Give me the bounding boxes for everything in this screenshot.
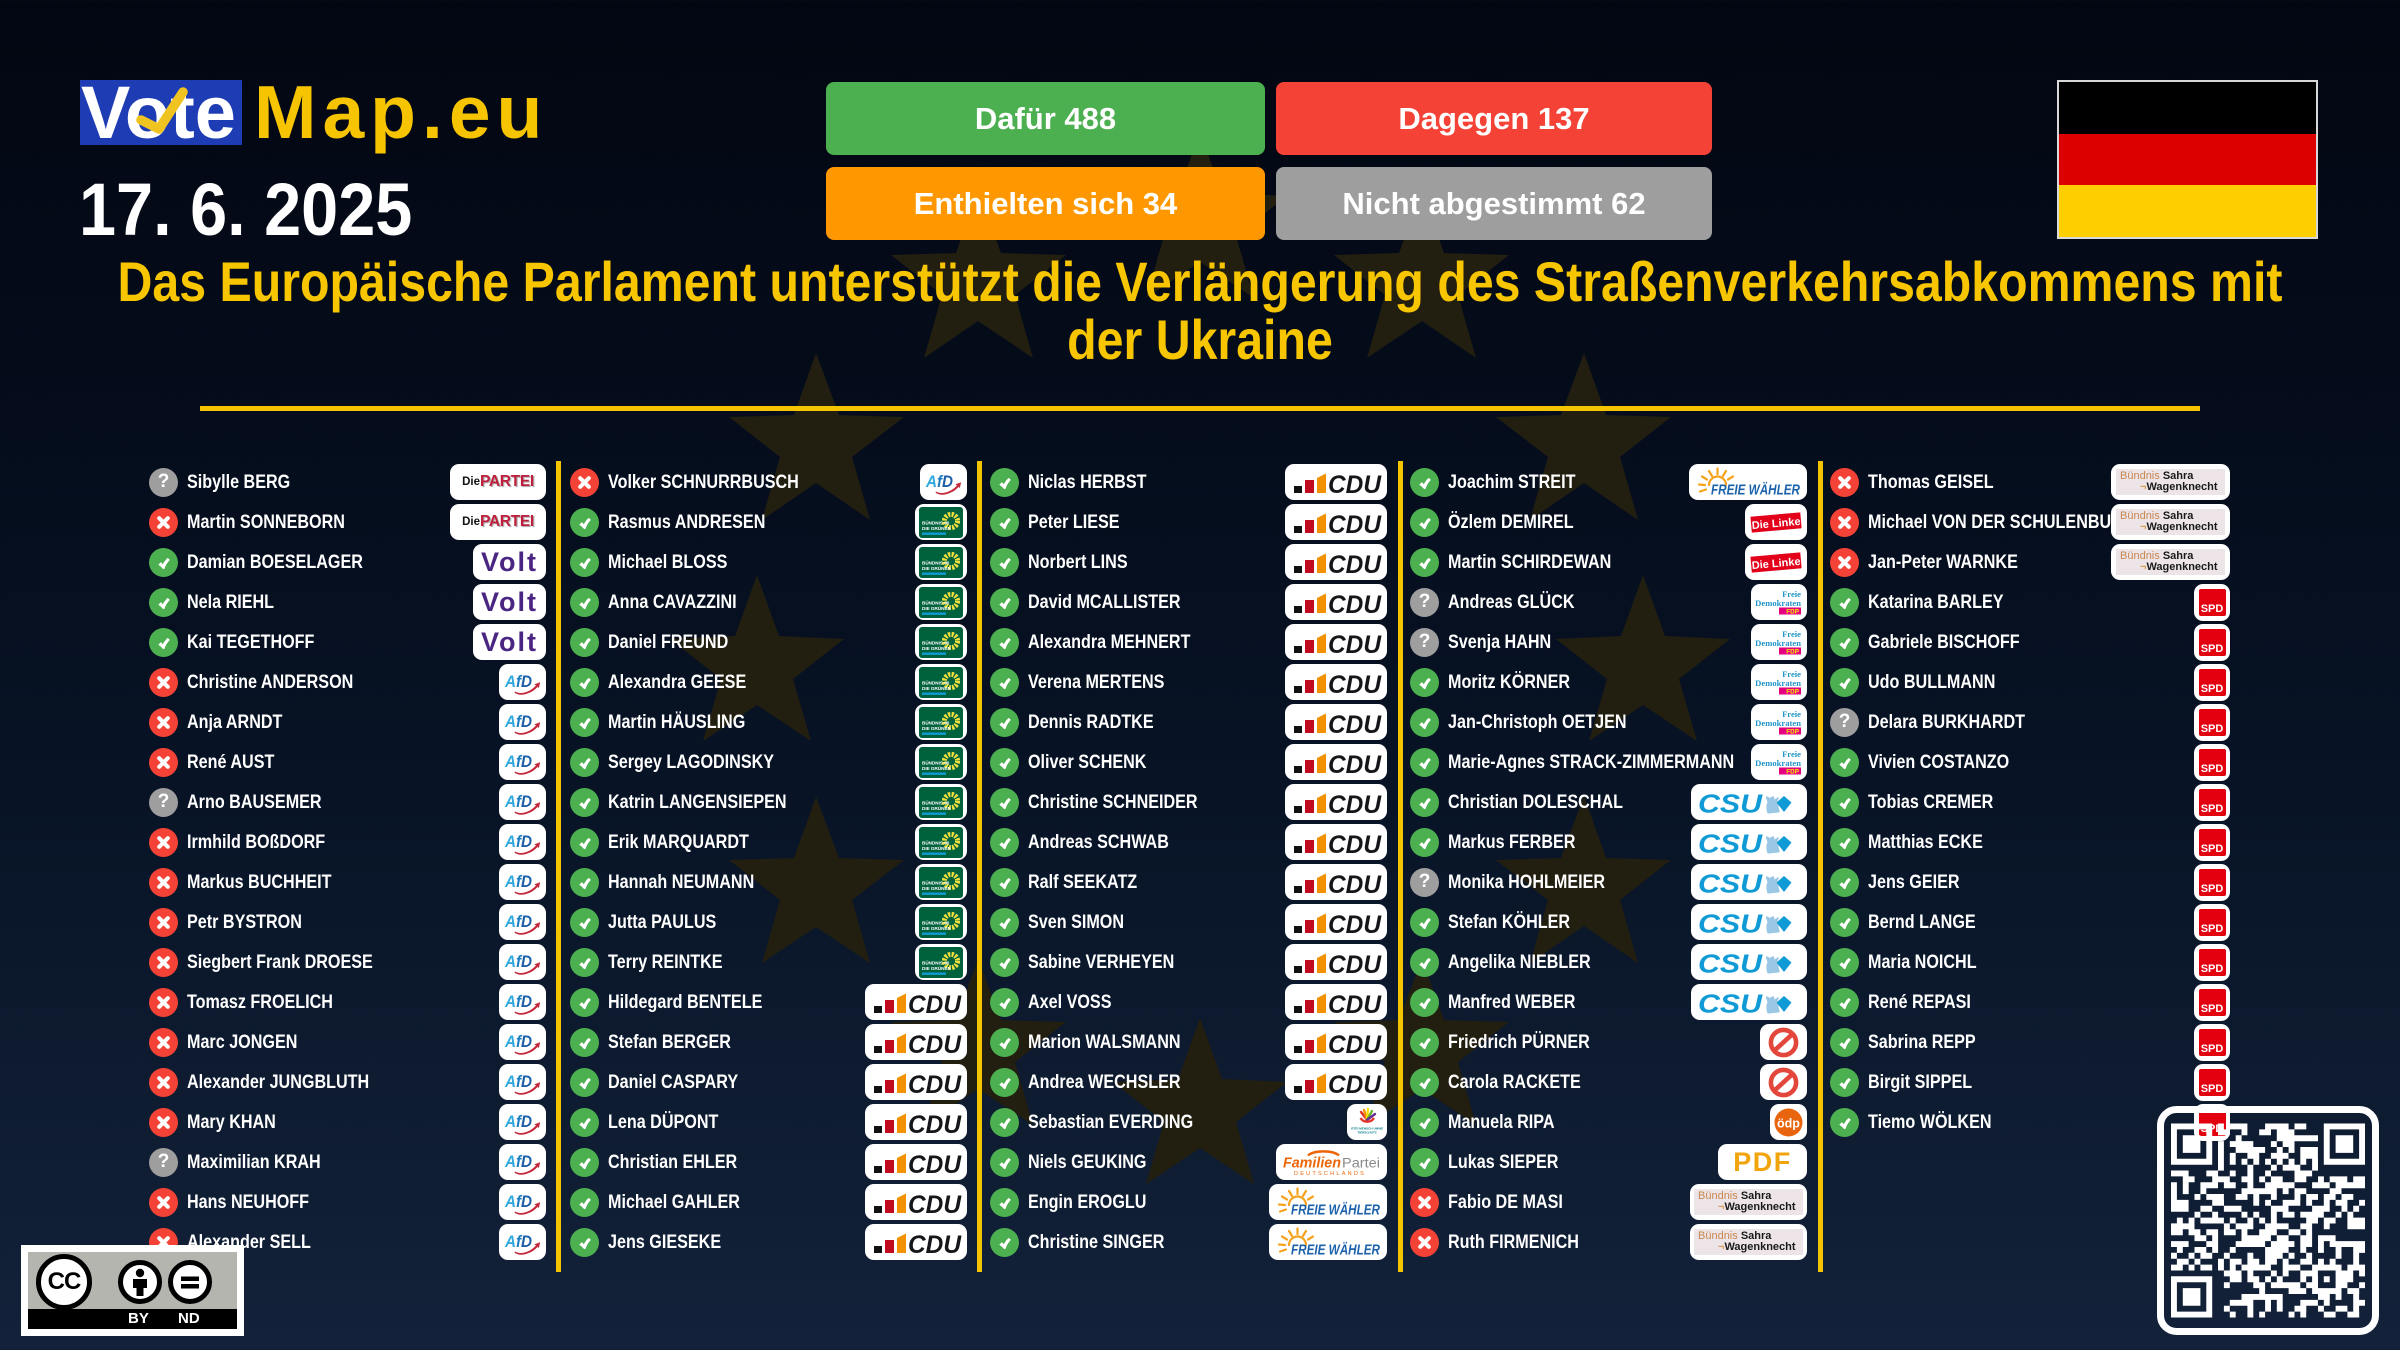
svg-text:DIE GRÜNEN: DIE GRÜNEN xyxy=(922,965,952,971)
svg-text:CDU: CDU xyxy=(908,1111,962,1138)
svg-text:Die Linke: Die Linke xyxy=(1751,556,1801,572)
svg-text:CDU: CDU xyxy=(1328,1031,1382,1058)
svg-text:CDU: CDU xyxy=(1328,991,1382,1018)
svg-text:BÜNDNIS 90: BÜNDNIS 90 xyxy=(922,759,950,765)
svg-text:CSU: CSU xyxy=(1698,869,1763,899)
svg-text:Demokraten: Demokraten xyxy=(1755,598,1801,608)
svg-text:Familien: Familien xyxy=(1283,1155,1341,1172)
svg-text:AfD: AfD xyxy=(504,1033,532,1051)
svg-text:FDP: FDP xyxy=(1786,729,1800,736)
svg-text:AfD: AfD xyxy=(504,1113,532,1131)
svg-text:CDU: CDU xyxy=(908,1191,962,1218)
svg-text:BÜNDNIS 90: BÜNDNIS 90 xyxy=(922,519,950,525)
svg-text:CDU: CDU xyxy=(1328,751,1382,778)
svg-text:CSU: CSU xyxy=(1698,949,1763,979)
svg-text:DIE GRÜNEN: DIE GRÜNEN xyxy=(922,565,952,571)
svg-text:CSU: CSU xyxy=(1698,829,1763,859)
svg-text:AfD: AfD xyxy=(504,873,532,891)
svg-text:Demokraten: Demokraten xyxy=(1755,678,1801,688)
svg-text:Freie: Freie xyxy=(1782,629,1801,639)
svg-text:CSU: CSU xyxy=(1698,909,1763,939)
svg-text:DIE GRÜNEN: DIE GRÜNEN xyxy=(922,885,952,891)
svg-text:AfD: AfD xyxy=(504,833,532,851)
svg-text:CDU: CDU xyxy=(1328,831,1382,858)
svg-text:Freie: Freie xyxy=(1782,589,1801,599)
svg-text:AfD: AfD xyxy=(504,993,532,1011)
svg-text:CDU: CDU xyxy=(1328,711,1382,738)
svg-text:Demokraten: Demokraten xyxy=(1755,758,1801,768)
svg-text:CDU: CDU xyxy=(1328,951,1382,978)
svg-text:AfD: AfD xyxy=(504,913,532,931)
svg-text:CDU: CDU xyxy=(1328,511,1382,538)
svg-text:CDU: CDU xyxy=(908,1071,962,1098)
svg-text:BÜNDNIS 90: BÜNDNIS 90 xyxy=(922,559,950,565)
svg-text:CDU: CDU xyxy=(1328,551,1382,578)
svg-text:AfD: AfD xyxy=(504,673,532,691)
svg-text:DIE GRÜNEN: DIE GRÜNEN xyxy=(922,645,952,651)
svg-text:CSU: CSU xyxy=(1698,789,1763,819)
svg-text:AfD: AfD xyxy=(504,793,532,811)
svg-text:CDU: CDU xyxy=(1328,591,1382,618)
svg-text:FDP: FDP xyxy=(1786,689,1800,696)
svg-text:CDU: CDU xyxy=(1328,631,1382,658)
svg-text:AfD: AfD xyxy=(504,1073,532,1091)
svg-text:DIE GRÜNEN: DIE GRÜNEN xyxy=(922,525,952,531)
svg-text:TIERSCHUTZ: TIERSCHUTZ xyxy=(1357,1131,1377,1135)
svg-text:BÜNDNIS 90: BÜNDNIS 90 xyxy=(922,599,950,605)
svg-text:AfD: AfD xyxy=(504,1193,532,1211)
svg-text:DIE GRÜNEN: DIE GRÜNEN xyxy=(922,845,952,851)
svg-text:FREIE WÄHLER: FREIE WÄHLER xyxy=(1291,1242,1380,1259)
svg-text:BÜNDNIS 90: BÜNDNIS 90 xyxy=(922,639,950,645)
svg-text:Freie: Freie xyxy=(1782,709,1801,719)
svg-text:CDU: CDU xyxy=(908,1231,962,1258)
svg-text:PARTEI MENSCH UMWELT: PARTEI MENSCH UMWELT xyxy=(1351,1127,1383,1131)
svg-text:DEUTSCHLANDS: DEUTSCHLANDS xyxy=(1294,1171,1366,1177)
svg-text:FREIE WÄHLER: FREIE WÄHLER xyxy=(1711,482,1800,499)
svg-text:Partei: Partei xyxy=(1342,1156,1380,1171)
svg-text:CDU: CDU xyxy=(1328,911,1382,938)
svg-text:FDP: FDP xyxy=(1786,609,1800,616)
svg-text:BÜNDNIS 90: BÜNDNIS 90 xyxy=(922,839,950,845)
svg-text:DIE GRÜNEN: DIE GRÜNEN xyxy=(922,685,952,691)
svg-text:BÜNDNIS 90: BÜNDNIS 90 xyxy=(922,679,950,685)
svg-text:DIE GRÜNEN: DIE GRÜNEN xyxy=(922,605,952,611)
svg-text:FREIE WÄHLER: FREIE WÄHLER xyxy=(1291,1202,1380,1219)
svg-text:Die Linke: Die Linke xyxy=(1751,516,1801,532)
svg-text:DIE GRÜNEN: DIE GRÜNEN xyxy=(922,725,952,731)
svg-text:Freie: Freie xyxy=(1782,669,1801,679)
svg-text:BÜNDNIS 90: BÜNDNIS 90 xyxy=(922,959,950,965)
svg-text:CDU: CDU xyxy=(1328,671,1382,698)
svg-text:CDU: CDU xyxy=(1328,791,1382,818)
svg-text:AfD: AfD xyxy=(504,713,532,731)
svg-text:CDU: CDU xyxy=(908,991,962,1018)
svg-text:AfD: AfD xyxy=(504,953,532,971)
svg-text:CDU: CDU xyxy=(908,1031,962,1058)
svg-text:BÜNDNIS 90: BÜNDNIS 90 xyxy=(922,919,950,925)
svg-text:CDU: CDU xyxy=(1328,1071,1382,1098)
svg-text:BÜNDNIS 90: BÜNDNIS 90 xyxy=(922,879,950,885)
svg-text:AfD: AfD xyxy=(504,1153,532,1171)
svg-text:FDP: FDP xyxy=(1786,769,1800,776)
svg-text:Demokraten: Demokraten xyxy=(1755,638,1801,648)
svg-text:ödp: ödp xyxy=(1777,1116,1800,1130)
svg-text:DIE GRÜNEN: DIE GRÜNEN xyxy=(922,925,952,931)
svg-text:DIE GRÜNEN: DIE GRÜNEN xyxy=(922,765,952,771)
svg-text:Demokraten: Demokraten xyxy=(1755,718,1801,728)
svg-text:CDU: CDU xyxy=(1328,871,1382,898)
svg-text:DIE GRÜNEN: DIE GRÜNEN xyxy=(922,805,952,811)
svg-text:FDP: FDP xyxy=(1786,649,1800,656)
svg-text:CSU: CSU xyxy=(1698,989,1763,1019)
svg-text:AfD: AfD xyxy=(504,1233,532,1251)
svg-text:Freie: Freie xyxy=(1782,749,1801,759)
svg-text:AfD: AfD xyxy=(504,753,532,771)
svg-text:CDU: CDU xyxy=(1328,471,1382,498)
svg-text:BÜNDNIS 90: BÜNDNIS 90 xyxy=(922,799,950,805)
svg-text:BÜNDNIS 90: BÜNDNIS 90 xyxy=(922,719,950,725)
svg-text:AfD: AfD xyxy=(925,473,953,491)
svg-text:CDU: CDU xyxy=(908,1151,962,1178)
